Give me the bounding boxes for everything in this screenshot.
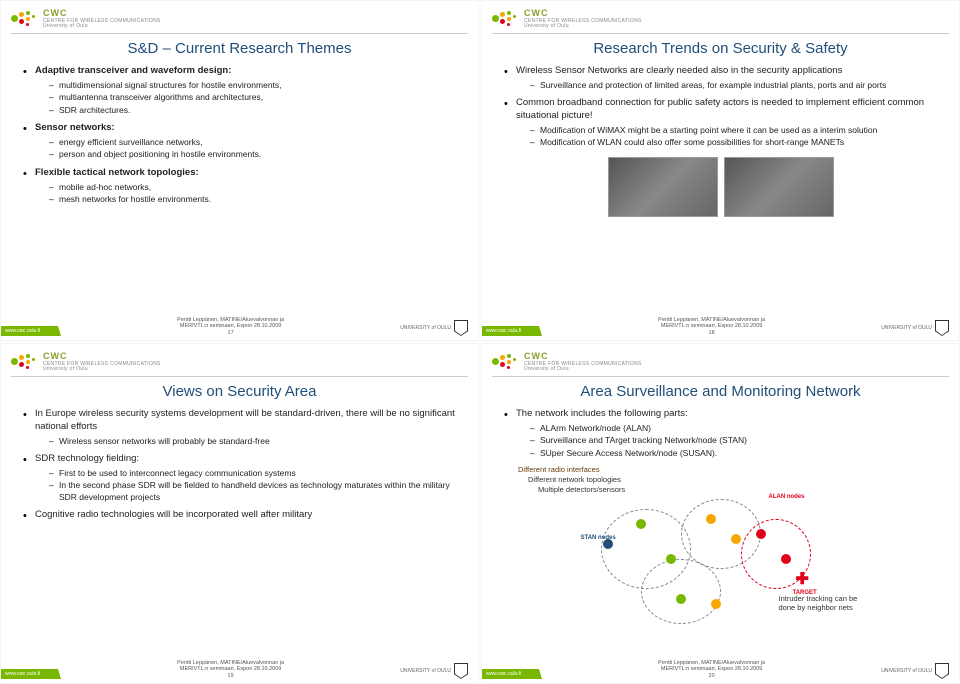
diagram-label-topo: Different network topologies [528, 475, 937, 485]
org-text: CWC CENTRE FOR WIRELESS COMMUNICATIONS U… [43, 352, 161, 373]
diagram-label-det: Multiple detectors/sensors [538, 485, 937, 495]
slide-header: CWC CENTRE FOR WIRELESS COMMUNICATIONS U… [11, 9, 468, 34]
crest-icon [454, 320, 468, 336]
bullet-head: Common broadband connection for public s… [516, 97, 924, 121]
footer-url: www.cwc.oulu.fi [1, 326, 61, 336]
sub-bullet: multidimensional signal structures for h… [49, 80, 456, 91]
bullet-head: Cognitive radio technologies will be inc… [35, 509, 312, 520]
sub-bullet: First to be used to interconnect legacy … [49, 468, 456, 479]
crest-icon [935, 663, 949, 679]
slide-footer: www.cwc.oulu.fi Pentti Leppänen, MATINE/… [482, 317, 959, 338]
sub-bullet: In the second phase SDR will be fielded … [49, 480, 456, 503]
page-number: 17 [61, 330, 400, 336]
sub-bullet: SUper Secure Access Network/node (SUSAN)… [530, 448, 937, 459]
sub-bullet: Wireless sensor networks will probably b… [49, 436, 456, 447]
org-univ: University of Oulu [43, 24, 161, 30]
slide-header: CWC CENTRE FOR WIRELESS COMMUNICATIONS U… [492, 352, 949, 377]
sub-bullet: Modification of WLAN could also offer so… [530, 137, 937, 148]
slide-content: Wireless Sensor Networks are clearly nee… [492, 65, 949, 217]
bullet-head: The network includes the following parts… [516, 408, 688, 419]
cwc-logo-icon [11, 353, 37, 371]
slide-content: In Europe wireless security systems deve… [11, 408, 468, 522]
firefighters-image [608, 157, 718, 217]
image-row [504, 157, 937, 217]
slide-header: CWC CENTRE FOR WIRELESS COMMUNICATIONS U… [11, 352, 468, 377]
sub-bullet: person and object positioning in hostile… [49, 149, 456, 160]
sub-bullet: energy efficient surveillance networks, [49, 137, 456, 148]
stan-label: STAN nodes [581, 534, 616, 542]
crest-icon [454, 663, 468, 679]
diagram-label-radio: Different radio interfaces [518, 465, 937, 475]
alan-label: ALAN nodes [769, 493, 805, 501]
bullet-head: Flexible tactical network topologies: [35, 167, 199, 178]
crest-icon [935, 320, 949, 336]
slide-content: Adaptive transceiver and waveform design… [11, 65, 468, 206]
page-number: 18 [542, 330, 881, 336]
sub-bullet: Surveillance and protection of limited a… [530, 80, 937, 91]
sub-bullet: Surveillance and TArget tracking Network… [530, 435, 937, 446]
slide-title: S&D – Current Research Themes [11, 40, 468, 57]
slide-content: The network includes the following parts… [492, 408, 949, 630]
slide-footer: www.cwc.oulu.fi Pentti Leppänen, MATINE/… [482, 660, 959, 681]
footer-event: MERIVTL:n seminaari, Espoo 28.10.2009 [61, 323, 400, 329]
bullet-head: SDR technology fielding: [35, 453, 139, 464]
slide-title: Research Trends on Security & Safety [492, 40, 949, 57]
uni-name: UNIVERSITY of OULU [400, 326, 451, 331]
diagram-note: Intruder tracking can be done by neighbo… [779, 594, 859, 612]
cwc-logo-icon [492, 10, 518, 28]
slide-title: Area Surveillance and Monitoring Network [492, 383, 949, 400]
page-number: 19 [61, 673, 400, 679]
slide-footer: www.cwc.oulu.fi Pentti Leppänen, MATINE/… [1, 660, 478, 681]
target-icon: ✚ [796, 569, 809, 591]
emergency-vehicle-image [724, 157, 834, 217]
bullet-head: Wireless Sensor Networks are clearly nee… [516, 65, 842, 76]
slide-17: CWC CENTRE FOR WIRELESS COMMUNICATIONS U… [0, 0, 479, 341]
sub-bullet: ALArm Network/node (ALAN) [530, 423, 937, 434]
slide-footer: www.cwc.oulu.fi Pentti Leppänen, MATINE/… [1, 317, 478, 338]
slide-18: CWC CENTRE FOR WIRELESS COMMUNICATIONS U… [481, 0, 960, 341]
sub-bullet: SDR architectures. [49, 105, 456, 116]
cwc-logo-icon [11, 10, 37, 28]
org-text: CWC CENTRE FOR WIRELESS COMMUNICATIONS U… [43, 9, 161, 30]
bullet-head: Sensor networks: [35, 122, 115, 133]
sub-bullet: Modification of WiMAX might be a startin… [530, 125, 937, 136]
org-text: CWC CENTRE FOR WIRELESS COMMUNICATIONS U… [524, 9, 642, 30]
network-diagram: ✚ STAN nodes ALAN nodes TARGET Intruder … [581, 499, 861, 629]
org-text: CWC CENTRE FOR WIRELESS COMMUNICATIONS U… [524, 352, 642, 373]
sub-bullet: mobile ad-hoc networks, [49, 182, 456, 193]
slide-header: CWC CENTRE FOR WIRELESS COMMUNICATIONS U… [492, 9, 949, 34]
slide-20: CWC CENTRE FOR WIRELESS COMMUNICATIONS U… [481, 343, 960, 684]
page-number: 20 [542, 673, 881, 679]
sub-bullet: mesh networks for hostile environments. [49, 194, 456, 205]
sub-bullet: multiantenna transceiver algorithms and … [49, 92, 456, 103]
slide-19: CWC CENTRE FOR WIRELESS COMMUNICATIONS U… [0, 343, 479, 684]
slide-title: Views on Security Area [11, 383, 468, 400]
cwc-logo-icon [492, 353, 518, 371]
bullet-head: In Europe wireless security systems deve… [35, 408, 455, 432]
bullet-head: Adaptive transceiver and waveform design… [35, 65, 231, 76]
